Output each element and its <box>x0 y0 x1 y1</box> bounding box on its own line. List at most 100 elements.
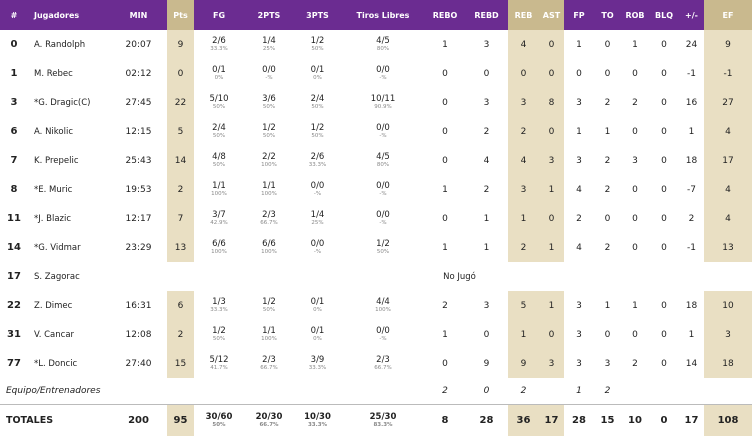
player-3pts: 2/6 33.3% <box>294 146 341 175</box>
player-number: 8 <box>10 184 18 195</box>
player-number: 77 <box>7 358 21 369</box>
player-fg-made: 1/1 <box>212 181 226 191</box>
totals-ast: 17 <box>539 403 564 436</box>
player-2pts-made: 1/4 <box>262 36 276 46</box>
player-rebo: 0 <box>442 155 448 166</box>
player-row[interactable]: 17 S. Zagorac No Jugó <box>0 262 752 291</box>
player-3pts-made: 2/4 <box>310 94 325 104</box>
player-min: 23:29 <box>125 242 152 253</box>
col-fg-header[interactable]: FG <box>194 0 244 30</box>
player-3pts-pct: 25% <box>311 220 324 226</box>
player-ast: 3 <box>539 146 564 175</box>
player-row[interactable]: 6 A. Nikolic 12:15 5 2/4 50% 1/2 50% 1/2 50% 0/0 -%… <box>0 117 752 146</box>
player-reb: 5 <box>508 291 539 320</box>
player-fg: 5/10 50% <box>194 88 244 117</box>
player-to: 2 <box>604 242 611 253</box>
col-ef-header[interactable]: EF <box>704 0 752 30</box>
player-row[interactable]: 8 *E. Muric 19:53 2 1/1 100% 1/1 100% 0/0 -% 0/0 -%… <box>0 175 752 204</box>
player-plusminus: 14 <box>685 358 698 369</box>
player-pts: 0 <box>167 59 194 88</box>
totals-3pts-made: 10/30 <box>304 411 331 422</box>
player-row[interactable]: 31 V. Cancar 12:08 2 1/2 50% 1/1 100% 0/1 0% 0/0 -%… <box>0 320 752 349</box>
col-blq-header[interactable]: BLQ <box>649 0 679 30</box>
player-fg: 2/4 50% <box>194 117 244 146</box>
col-3pts-header[interactable]: 3PTS <box>294 0 341 30</box>
player-row[interactable]: 11 *J. Blazic 12:17 7 3/7 42.9% 2/3 66.7% 1/4 25%… <box>0 204 752 233</box>
player-2pts: 6/6 100% <box>244 233 294 262</box>
player-3pts-pct: 50% <box>311 104 324 110</box>
player-ef: 10 <box>704 291 752 320</box>
player-fp: 1 <box>576 39 582 50</box>
player-name: S. Zagorac <box>34 271 80 282</box>
player-ast: 0 <box>539 117 564 146</box>
player-number: 1 <box>10 68 18 79</box>
col-number-header[interactable]: # <box>0 0 28 30</box>
totals-fp: 28 <box>564 403 594 436</box>
player-fp: 4 <box>576 184 582 195</box>
col-ft-header[interactable]: Tiros Libres <box>341 0 425 30</box>
player-row[interactable]: 3 *G. Dragic(C) 27:45 22 5/10 50% 3/6 50% 2/4 50%… <box>0 88 752 117</box>
player-rebd: 0 <box>483 68 490 79</box>
col-plusminus-header[interactable]: +/- <box>679 0 704 30</box>
totals-ft-made: 25/30 <box>369 411 397 422</box>
player-3pts-made: 1/2 <box>310 36 325 46</box>
player-3pts-pct: 50% <box>311 133 324 139</box>
player-3pts-made: 3/9 <box>310 355 325 365</box>
player-3pts-pct: -% <box>313 249 322 255</box>
col-players-header[interactable]: Jugadores <box>28 0 110 30</box>
player-blq: 0 <box>661 97 667 108</box>
player-fp: 0 <box>576 68 582 79</box>
col-2pts-header[interactable]: 2PTS <box>244 0 294 30</box>
player-2pts-made: 0/0 <box>262 65 276 75</box>
col-to-header[interactable]: TO <box>594 0 621 30</box>
totals-ef: 108 <box>704 403 752 436</box>
player-2pts-pct: -% <box>265 75 273 81</box>
player-fg-made: 5/10 <box>209 94 229 104</box>
player-row[interactable]: 22 Z. Dimec 16:31 6 1/3 33.3% 1/2 50% 0/1 0% 4/4 10… <box>0 291 752 320</box>
player-reb: 1 <box>508 204 539 233</box>
player-3pts-pct: 33.3% <box>308 162 327 168</box>
player-rebo: 0 <box>442 97 448 108</box>
player-reb: 4 <box>508 146 539 175</box>
player-to: 2 <box>604 155 611 166</box>
player-3pts-pct: 50% <box>311 46 324 52</box>
player-row[interactable]: 1 M. Rebec 02:12 0 0/1 0% 0/0 -% 0/1 0% 0/0 -% 0 0 0 0 0… <box>0 59 752 88</box>
col-rebd-header[interactable]: REBD <box>465 0 508 30</box>
player-row[interactable]: 14 *G. Vidmar 23:29 13 6/6 100% 6/6 100% 0/0 -% 1/… <box>0 233 752 262</box>
col-min-header[interactable]: MIN <box>110 0 167 30</box>
player-ft: 2/3 66.7% <box>341 349 425 378</box>
player-ft-pct: -% <box>379 75 387 81</box>
player-plusminus: 16 <box>685 97 698 108</box>
player-name: A. Nikolic <box>34 126 74 137</box>
player-row[interactable]: 7 K. Prepelic 25:43 14 4/8 50% 2/2 100% 2/6 33.3%… <box>0 146 752 175</box>
player-rebo: 0 <box>442 126 448 137</box>
player-row[interactable]: 0 A. Randolph 20:07 9 2/6 33.3% 1/4 25% 1/2 50% 4/… <box>0 30 752 59</box>
col-pts-header[interactable]: Pts <box>167 0 194 30</box>
player-ft-pct: 50% <box>376 249 390 255</box>
player-2pts: 2/3 66.7% <box>244 204 294 233</box>
player-ef: 9 <box>704 30 752 59</box>
player-fg-pct: 50% <box>212 104 226 110</box>
player-fg-pct: 42.9% <box>210 220 228 226</box>
col-reb-header[interactable]: REB <box>508 0 539 30</box>
player-3pts-made: 1/4 <box>310 210 325 220</box>
player-fg-pct: 33.3% <box>210 307 228 313</box>
player-ft-made: 4/4 <box>376 297 390 307</box>
player-fg-made: 6/6 <box>212 239 226 249</box>
player-2pts-pct: 50% <box>262 307 276 313</box>
player-fg: 5/12 41.7% <box>194 349 244 378</box>
player-3pts: 3/9 33.3% <box>294 349 341 378</box>
col-ast-header[interactable]: AST <box>539 0 564 30</box>
player-row[interactable]: 77 *L. Doncic 27:40 15 5/12 41.7% 2/3 66.7% 3/9 3… <box>0 349 752 378</box>
player-3pts: 2/4 50% <box>294 88 341 117</box>
player-rob: 0 <box>632 68 638 79</box>
player-ast: 1 <box>539 291 564 320</box>
player-fg-made: 5/12 <box>209 355 229 365</box>
player-2pts-pct: 50% <box>262 104 276 110</box>
col-rebo-header[interactable]: REBO <box>425 0 465 30</box>
totals-label: TOTALES <box>0 403 110 436</box>
col-rob-header[interactable]: ROB <box>621 0 649 30</box>
col-fp-header[interactable]: FP <box>564 0 594 30</box>
player-number: 31 <box>7 329 21 340</box>
player-reb: 0 <box>508 59 539 88</box>
